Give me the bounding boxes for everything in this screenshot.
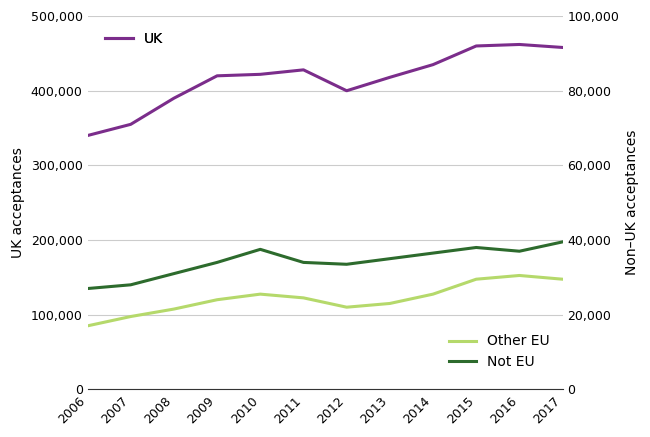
UK <box>256 72 264 77</box>
Other EU <box>170 306 178 312</box>
Other EU <box>127 314 135 319</box>
Line: Not EU: Not EU <box>88 242 563 288</box>
Other EU <box>559 277 567 282</box>
Line: UK: UK <box>88 45 563 135</box>
Other EU <box>343 305 350 310</box>
UK <box>213 73 221 79</box>
UK <box>386 75 394 80</box>
UK <box>429 62 437 67</box>
Not EU <box>515 249 523 254</box>
Not EU <box>386 256 394 261</box>
Not EU <box>559 239 567 245</box>
Not EU <box>473 245 480 250</box>
Not EU <box>300 260 307 265</box>
Other EU <box>429 291 437 297</box>
Other EU <box>386 301 394 306</box>
UK <box>515 42 523 47</box>
Y-axis label: Non–UK acceptances: Non–UK acceptances <box>625 130 639 275</box>
UK <box>343 88 350 94</box>
Legend: Other EU, Not EU: Other EU, Not EU <box>443 329 556 375</box>
UK <box>84 133 92 138</box>
UK <box>473 43 480 49</box>
Y-axis label: UK acceptances: UK acceptances <box>11 147 25 258</box>
UK <box>300 67 307 73</box>
Other EU <box>84 323 92 329</box>
Not EU <box>343 262 350 267</box>
Other EU <box>213 297 221 302</box>
Legend: UK: UK <box>99 27 168 52</box>
Line: Other EU: Other EU <box>88 275 563 326</box>
Other EU <box>256 291 264 297</box>
Other EU <box>300 295 307 301</box>
Not EU <box>170 271 178 276</box>
UK <box>559 45 567 50</box>
Not EU <box>84 286 92 291</box>
Not EU <box>213 260 221 265</box>
UK <box>170 96 178 101</box>
Not EU <box>429 250 437 256</box>
Not EU <box>127 282 135 288</box>
UK <box>127 122 135 127</box>
Other EU <box>515 273 523 278</box>
Other EU <box>473 277 480 282</box>
Not EU <box>256 247 264 252</box>
